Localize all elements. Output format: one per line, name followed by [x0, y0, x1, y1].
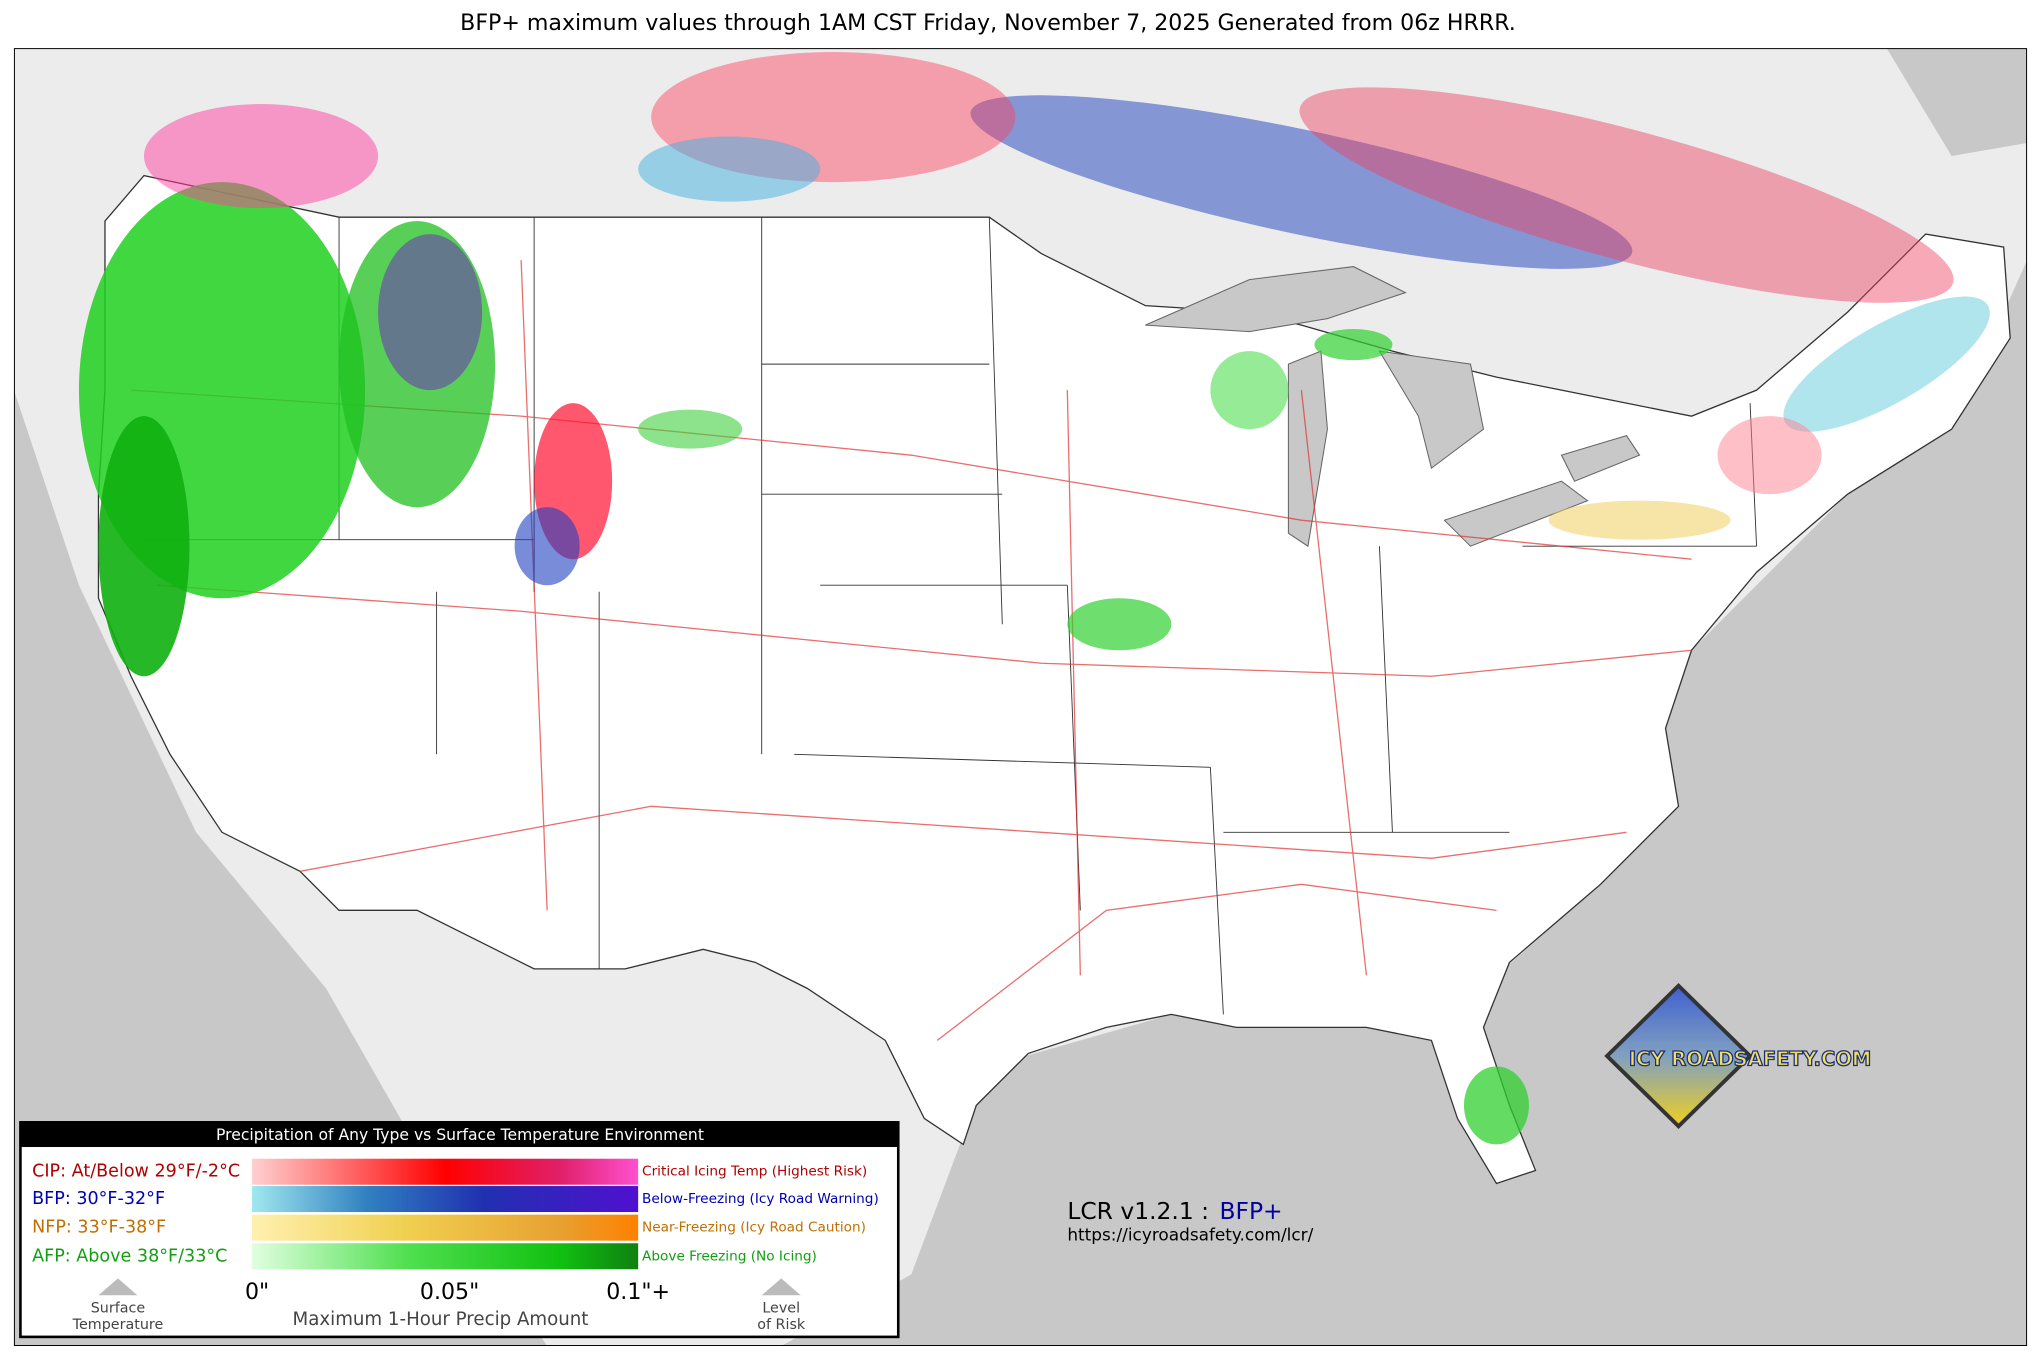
logo-text: ICY ROADSAFETY.COM: [1629, 1047, 1872, 1070]
legend-header-bar: [20, 1122, 899, 1148]
legend-title: Precipitation of Any Type vs Surface Tem…: [216, 1126, 704, 1144]
row-description: Critical Icing Temp (Highest Risk): [642, 1164, 867, 1180]
row-description: Above Freezing (No Icing): [642, 1248, 817, 1264]
row-label: BFP: 30°F-32°F: [32, 1189, 165, 1209]
left-arrow: [98, 1278, 138, 1296]
row-gradient: [251, 1186, 639, 1213]
legend: Precipitation of Any Type vs Surface Tem…: [19, 1121, 900, 1339]
precip-areas: [78, 52, 1990, 1145]
row-description: Near-Freezing (Icy Road Caution): [642, 1220, 866, 1236]
product-url: https://icyroadsafety.com/lcr/: [1067, 1224, 1313, 1244]
product-version: LCR v1.2.1 : BFP+: [1067, 1197, 1282, 1225]
row-label: CIP: At/Below 29°F/-2°C: [32, 1162, 240, 1182]
right-caption: Level: [762, 1300, 800, 1316]
map-title: BFP+ maximum values through 1AM CST Frid…: [460, 10, 1516, 36]
row-description: Below-Freezing (Icy Road Warning): [642, 1191, 879, 1207]
scale-label: 0": [245, 1279, 269, 1305]
right-arrow: [761, 1278, 801, 1296]
row-label: NFP: 33°F-38°F: [32, 1218, 166, 1238]
highways: [130, 260, 1692, 1041]
great-lakes: [1145, 266, 1641, 548]
version: LCR v1.2.1 :: [1067, 1197, 1209, 1225]
left-caption: Surface: [91, 1300, 146, 1316]
row-gradient: [251, 1158, 639, 1185]
logo: ICY ROADSAFETY.COM: [1604, 983, 1872, 1129]
map-area: [13, 48, 2028, 1346]
row-label: AFP: Above 38°F/33°C: [32, 1246, 227, 1266]
row-gradient: [251, 1243, 639, 1270]
scale-label: 0.05": [420, 1279, 479, 1305]
right-caption: of Risk: [757, 1317, 806, 1333]
scale-label: 0.1"+: [606, 1279, 670, 1305]
row-gradient: [251, 1214, 639, 1241]
left-caption: Temperature: [72, 1317, 164, 1333]
product-name: BFP+: [1219, 1197, 1282, 1225]
scale-caption: Maximum 1-Hour Precip Amount: [293, 1309, 589, 1330]
